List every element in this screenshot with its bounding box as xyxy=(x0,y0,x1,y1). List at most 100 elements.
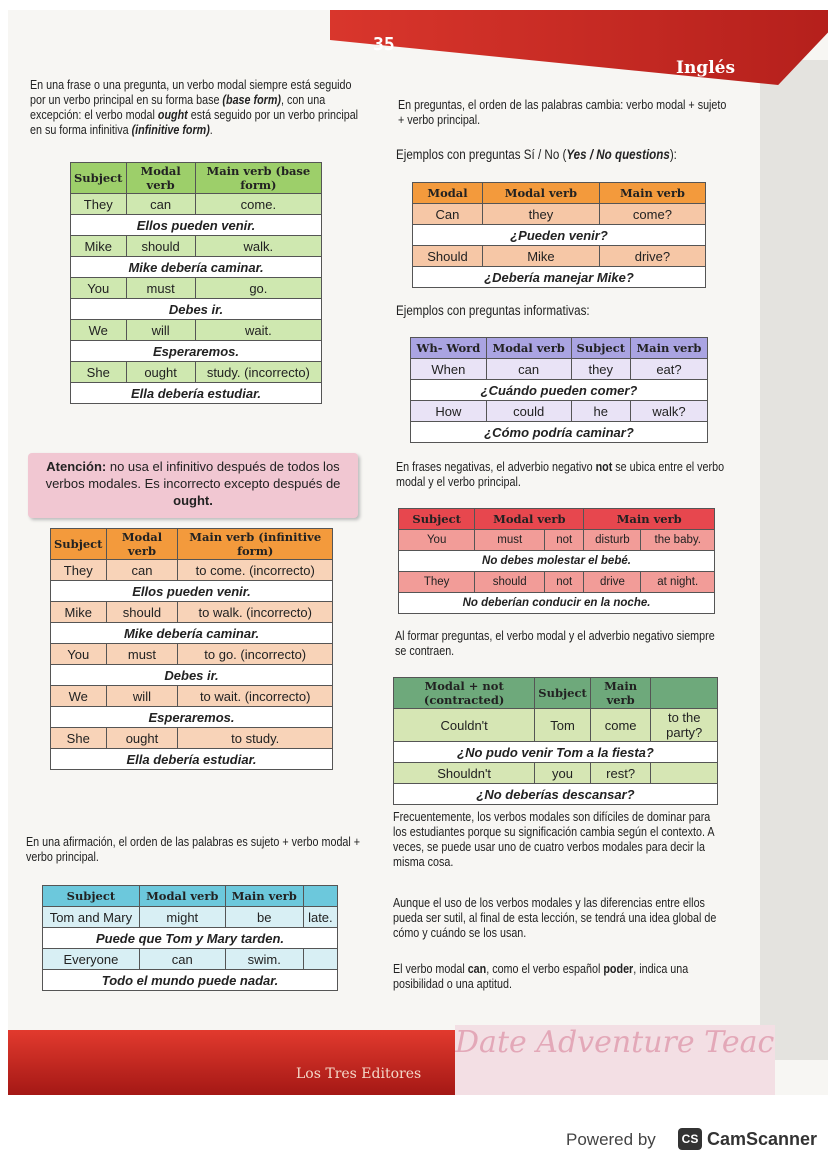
table-cell: come xyxy=(589,708,652,742)
column-header: Subject xyxy=(50,528,107,560)
table-cell: Mike xyxy=(50,601,107,623)
table-row: Mike should to walk. (incorrecto) xyxy=(50,601,333,623)
table-cell: How xyxy=(410,400,487,422)
table-cell: must xyxy=(125,277,196,299)
header-row: Wh- Word Modal verb Subject Main verb xyxy=(410,337,709,359)
contracted-paragraph: Al formar preguntas, el verbo modal y el… xyxy=(395,629,715,658)
translation-row: Ellos pueden venir. xyxy=(50,580,333,602)
table-cell: They xyxy=(70,193,127,215)
table-cell: he xyxy=(570,400,631,422)
table-cell: be xyxy=(224,906,304,928)
header-row: Subject Modal verb Main verb xyxy=(397,508,715,530)
table-cell: Tom xyxy=(534,708,591,742)
table-cell: can xyxy=(485,358,572,380)
wh-intro: Ejemplos con preguntas informativas: xyxy=(396,303,590,318)
subject-title: Inglés xyxy=(676,58,736,78)
table-row: Everyone can swim. xyxy=(42,948,339,970)
table-row: We will to wait. (incorrecto) xyxy=(50,685,333,707)
translation-cell: ¿Cómo podría caminar? xyxy=(410,421,708,443)
table-row: They should not drive at night. xyxy=(397,571,715,593)
translation-row: Ella debería estudiar. xyxy=(70,382,322,404)
translation-row: No debes molestar el bebé. xyxy=(398,550,715,572)
table-row: We will wait. xyxy=(70,319,323,341)
translation-cell: Ellos pueden venir. xyxy=(50,580,333,602)
column-header: Modal verb xyxy=(125,162,196,194)
table-cell: wait. xyxy=(194,319,323,341)
table-cell: They xyxy=(397,571,476,593)
translation-cell: ¿No pudo venir Tom a la fiesta? xyxy=(393,741,718,763)
table-affirmation: Subject Modal verb Main verb Tom and Mary mi… xyxy=(42,885,339,991)
table-cell xyxy=(650,762,718,784)
translation-cell: Debes ir. xyxy=(50,664,333,686)
table-cell: late. xyxy=(302,906,339,928)
column-header: Subject xyxy=(570,337,631,359)
column-header: Modal xyxy=(412,182,483,204)
paragraph-can: El verbo modal can, como el verbo españo… xyxy=(393,962,689,991)
column-header: Modal verb xyxy=(481,182,600,204)
header-row: Subject Modal verb Main verb (base form) xyxy=(70,162,323,194)
translation-row: No deberían conducir en la noche. xyxy=(398,592,715,614)
translation-row: Puede que Tom y Mary tarden. xyxy=(42,927,338,949)
table-cell: will xyxy=(125,319,196,341)
translation-cell: ¿Cuándo pueden comer? xyxy=(410,379,708,401)
table-cell: Tom and Mary xyxy=(42,906,140,928)
table-cell: can xyxy=(105,559,179,581)
translation-row: Ellos pueden venir. xyxy=(70,214,322,236)
table-cell: swim. xyxy=(224,948,304,970)
table-cell: disturb xyxy=(583,529,642,551)
table-cell: ought xyxy=(125,361,196,383)
translation-row: Mike debería caminar. xyxy=(50,622,333,644)
table-cell: She xyxy=(50,727,107,749)
table-cell: walk? xyxy=(629,400,709,422)
header-row: Modal + not (contracted) Subject Main verb xyxy=(392,677,718,709)
translation-row: ¿Cómo podría caminar? xyxy=(410,421,708,443)
powered-by-text: Powered by xyxy=(566,1130,656,1149)
translation-row: Todo el mundo puede nadar. xyxy=(42,969,338,991)
column-header: Main verb xyxy=(629,337,709,359)
table-contracted: Modal + not (contracted) Subject Main verb… xyxy=(392,677,718,805)
translation-row: Debes ir. xyxy=(50,664,333,686)
column-header: Subject xyxy=(534,677,591,709)
translation-cell: Mike debería caminar. xyxy=(70,256,322,278)
table-row: They can to come. (incorrecto) xyxy=(50,559,333,581)
column-header: Modal verb xyxy=(105,528,179,560)
table-cell: to wait. (incorrecto) xyxy=(177,685,333,707)
attention-note: Atención: no usa el infinitivo después d… xyxy=(28,453,358,518)
table-cell: When xyxy=(410,358,487,380)
table-cell: to study. xyxy=(177,727,333,749)
table-cell: might xyxy=(138,906,226,928)
table-row: When can they eat? xyxy=(410,358,709,380)
translation-cell: ¿Pueden venir? xyxy=(412,224,706,246)
table-row: Can they come? xyxy=(412,203,707,225)
page-gutter xyxy=(760,60,828,1060)
footer-decoration: Date Adventure Teaching This xyxy=(455,1025,775,1095)
translation-row: Ella debería estudiar. xyxy=(50,748,333,770)
table-row: Should Mike drive? xyxy=(412,245,707,267)
table-cell: rest? xyxy=(589,762,652,784)
table-row: They can come. xyxy=(70,193,323,215)
header-row: Modal Modal verb Main verb xyxy=(412,182,707,204)
table-cell: should xyxy=(105,601,179,623)
translation-row: ¿Cuándo pueden comer? xyxy=(410,379,708,401)
translation-row: ¿No pudo venir Tom a la fiesta? xyxy=(393,741,718,763)
column-header: Modal verb xyxy=(138,885,226,907)
translation-cell: Esperaremos. xyxy=(70,340,322,362)
translation-cell: Todo el mundo puede nadar. xyxy=(42,969,338,991)
column-header: Main verb (infinitive form) xyxy=(177,528,333,560)
table-cell: go. xyxy=(194,277,323,299)
affirmation-paragraph: En una afirmación, el orden de las palab… xyxy=(26,835,361,864)
table-cell: Mike xyxy=(481,245,600,267)
table-base-form: Subject Modal verb Main verb (base form) Th… xyxy=(70,162,323,404)
table-cell: they xyxy=(570,358,631,380)
table-row: She ought to study. xyxy=(50,727,333,749)
column-header xyxy=(650,677,718,709)
questions-paragraph: En preguntas, el orden de las palabras c… xyxy=(398,98,727,127)
table-row: You must to go. (incorrecto) xyxy=(50,643,333,665)
camscanner-brand: CamScanner xyxy=(707,1129,818,1149)
table-cell: must xyxy=(474,529,546,551)
header-row: Subject Modal verb Main verb (infinitive f… xyxy=(50,528,333,560)
column-header xyxy=(302,885,339,907)
table-cell: Couldn't xyxy=(392,708,536,742)
table-cell: ought xyxy=(105,727,179,749)
translation-cell: Debes ir. xyxy=(70,298,322,320)
